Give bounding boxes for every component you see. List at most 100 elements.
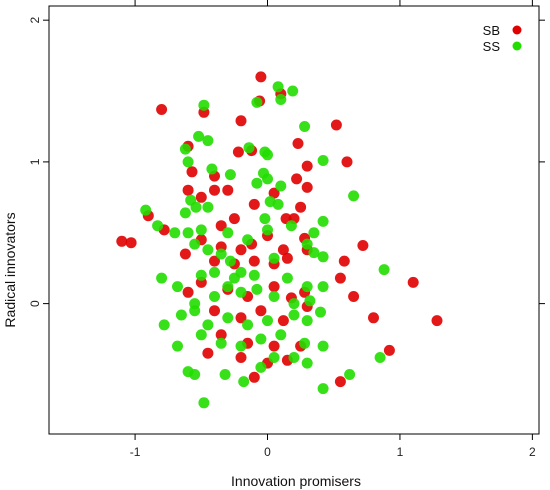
point-ss-82 bbox=[299, 337, 311, 349]
point-sb-22 bbox=[248, 198, 260, 210]
point-ss-0 bbox=[272, 81, 284, 93]
point-ss-37 bbox=[262, 224, 273, 236]
point-ss-30 bbox=[169, 227, 181, 239]
point-ss-7 bbox=[179, 143, 191, 155]
point-ss-88 bbox=[255, 361, 267, 373]
legend-label-ss: SS bbox=[483, 39, 501, 54]
legend-label-sb: SB bbox=[483, 23, 500, 38]
point-ss-78 bbox=[215, 337, 227, 349]
point-sb-19 bbox=[195, 191, 207, 203]
point-ss-8 bbox=[202, 135, 214, 147]
point-ss-72 bbox=[262, 315, 273, 327]
point-ss-86 bbox=[219, 369, 231, 380]
point-sb-64 bbox=[431, 315, 443, 327]
point-sb-51 bbox=[182, 286, 194, 298]
point-ss-49 bbox=[156, 272, 168, 284]
point-ss-66 bbox=[158, 319, 170, 331]
point-ss-11 bbox=[262, 149, 273, 161]
point-sb-29 bbox=[228, 213, 240, 225]
point-ss-71 bbox=[242, 319, 254, 331]
point-ss-65 bbox=[304, 295, 316, 307]
point-ss-42 bbox=[215, 248, 227, 260]
point-ss-51 bbox=[195, 269, 207, 281]
point-ss-52 bbox=[209, 266, 220, 278]
point-ss-81 bbox=[275, 329, 287, 341]
x-tick-label: 0 bbox=[264, 445, 271, 459]
y-tick-label: 0 bbox=[28, 300, 42, 307]
point-sb-69 bbox=[383, 344, 395, 356]
point-ss-77 bbox=[195, 329, 207, 341]
point-ss-14 bbox=[206, 163, 218, 175]
point-sb-20 bbox=[209, 184, 220, 196]
point-ss-34 bbox=[317, 215, 329, 227]
point-ss-21 bbox=[190, 201, 202, 213]
point-sb-55 bbox=[268, 281, 280, 293]
point-sb-10 bbox=[292, 138, 304, 149]
point-ss-32 bbox=[195, 224, 207, 236]
point-ss-38 bbox=[285, 220, 297, 232]
point-ss-91 bbox=[301, 357, 313, 369]
point-ss-89 bbox=[268, 352, 280, 363]
legend-marker-ss bbox=[512, 41, 522, 51]
point-ss-70 bbox=[222, 312, 234, 324]
point-ss-80 bbox=[255, 333, 267, 345]
point-ss-92 bbox=[317, 383, 329, 395]
point-sb-21 bbox=[222, 184, 234, 196]
point-ss-67 bbox=[175, 309, 187, 321]
point-ss-43 bbox=[224, 255, 236, 267]
point-ss-27 bbox=[179, 207, 191, 219]
x-axis-title: Innovation promisers bbox=[231, 473, 361, 489]
point-ss-45 bbox=[268, 252, 280, 264]
point-ss-2 bbox=[275, 94, 287, 105]
point-ss-60 bbox=[222, 281, 234, 293]
plot-frame bbox=[48, 5, 540, 435]
point-sb-25 bbox=[116, 235, 128, 247]
point-sb-34 bbox=[235, 244, 247, 256]
x-tick-label: -1 bbox=[130, 445, 141, 459]
point-ss-90 bbox=[288, 352, 300, 363]
point-ss-13 bbox=[182, 156, 194, 168]
point-sb-15 bbox=[291, 173, 303, 185]
point-sb-58 bbox=[209, 305, 220, 317]
y-axis-title: Radical innovators bbox=[2, 212, 18, 327]
point-sb-13 bbox=[186, 166, 198, 178]
point-ss-79 bbox=[235, 340, 247, 352]
point-sb-2 bbox=[235, 115, 247, 127]
point-sb-63 bbox=[368, 312, 379, 324]
point-ss-95 bbox=[198, 397, 210, 409]
point-ss-46 bbox=[308, 247, 320, 259]
point-ss-57 bbox=[317, 281, 329, 293]
point-sb-60 bbox=[255, 305, 267, 317]
point-sb-65 bbox=[215, 329, 227, 341]
point-sb-3 bbox=[255, 71, 267, 83]
x-tick-label: 2 bbox=[529, 445, 536, 459]
point-ss-3 bbox=[198, 99, 210, 111]
point-sb-12 bbox=[301, 160, 313, 172]
point-sb-18 bbox=[182, 184, 194, 196]
point-ss-41 bbox=[202, 244, 214, 256]
point-ss-28 bbox=[140, 204, 152, 216]
point-ss-47 bbox=[317, 251, 329, 263]
point-ss-87 bbox=[238, 376, 250, 388]
point-sb-8 bbox=[232, 146, 244, 158]
point-ss-26 bbox=[259, 213, 271, 225]
point-ss-33 bbox=[308, 227, 320, 239]
point-sb-28 bbox=[215, 220, 227, 232]
point-sb-16 bbox=[301, 181, 313, 193]
point-ss-39 bbox=[301, 238, 313, 250]
point-ss-83 bbox=[317, 340, 329, 352]
point-ss-63 bbox=[268, 291, 280, 302]
point-sb-71 bbox=[202, 347, 214, 359]
point-sb-31 bbox=[295, 201, 307, 213]
point-ss-31 bbox=[182, 227, 194, 239]
point-ss-62 bbox=[251, 283, 263, 295]
point-ss-61 bbox=[235, 286, 247, 298]
point-sb-47 bbox=[334, 272, 346, 284]
legend-marker-sb bbox=[512, 25, 522, 35]
point-ss-64 bbox=[288, 298, 300, 310]
point-sb-48 bbox=[357, 240, 369, 251]
point-ss-5 bbox=[299, 121, 311, 132]
point-sb-59 bbox=[235, 312, 247, 324]
point-sb-40 bbox=[209, 255, 220, 267]
